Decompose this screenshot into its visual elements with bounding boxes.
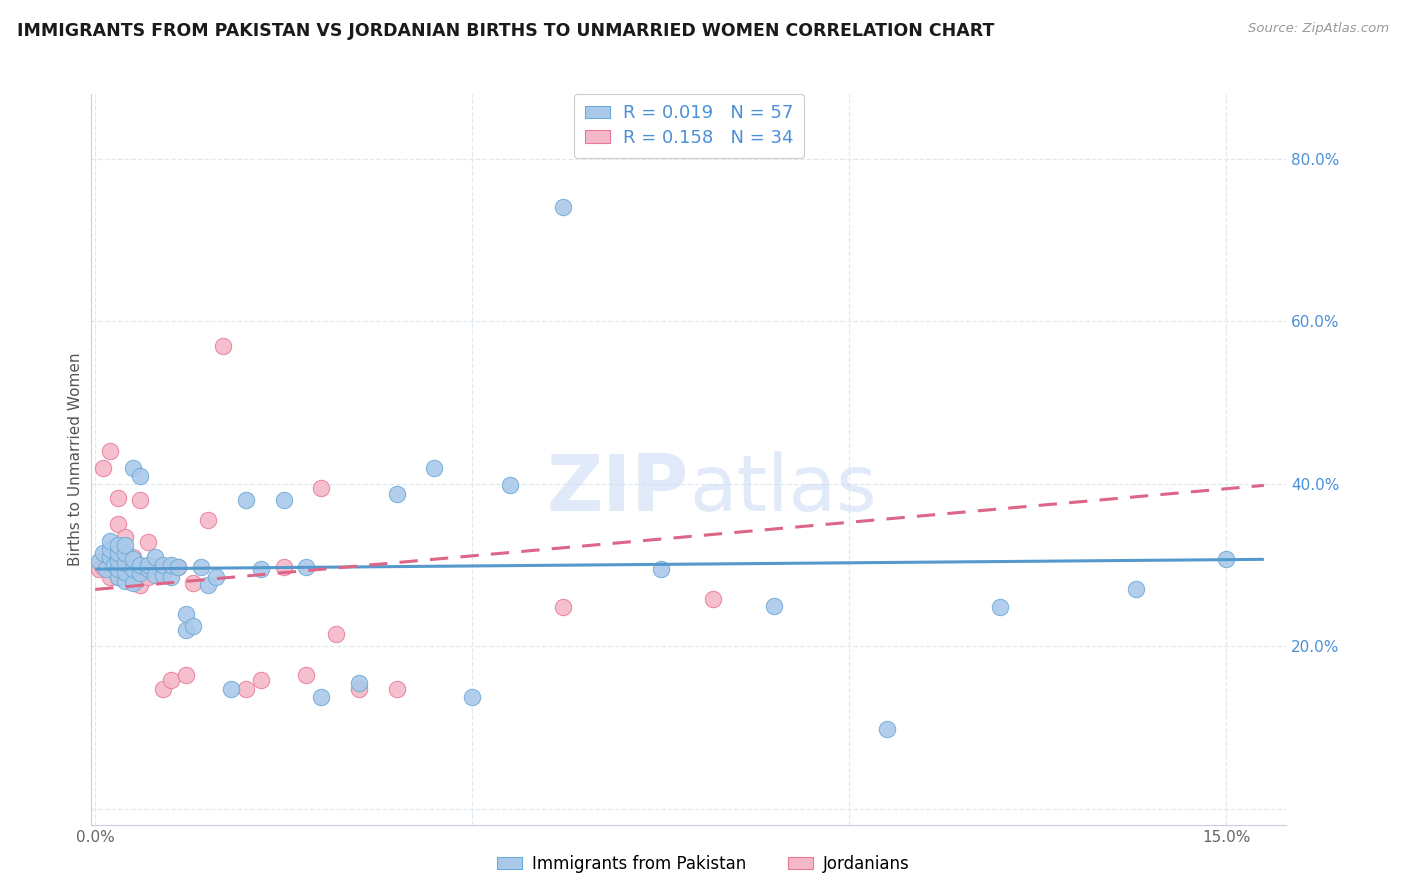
Point (145, 567, 167, 582)
Point (1125, 582, 1147, 597)
Point (96, 562, 118, 576)
Point (295, 667, 318, 681)
Point (174, 623, 197, 637)
Legend: Immigrants from Pakistan, Jordanians: Immigrants from Pakistan, Jordanians (491, 848, 915, 880)
Point (98, 570, 121, 584)
Point (167, 559, 190, 574)
Point (98, 541, 121, 556)
Point (107, 546, 129, 560)
Point (121, 575, 143, 590)
Point (197, 578, 219, 592)
Point (385, 486, 408, 500)
Point (167, 559, 190, 574)
Point (114, 530, 136, 544)
Point (461, 690, 484, 704)
Point (551, 600, 574, 615)
Point (219, 681, 242, 696)
Point (325, 627, 347, 641)
Point (159, 558, 181, 572)
Point (121, 551, 143, 566)
Point (235, 493, 257, 508)
Point (91, 559, 114, 574)
Point (107, 570, 129, 584)
Point (145, 559, 167, 574)
Text: IMMIGRANTS FROM PAKISTAN VS JORDANIAN BIRTHS TO UNMARRIED WOMEN CORRELATION CHAR: IMMIGRANTS FROM PAKISTAN VS JORDANIAN BI… (17, 22, 994, 40)
Point (129, 566, 152, 581)
Point (152, 567, 174, 582)
Point (129, 468, 152, 483)
Text: ZIP: ZIP (547, 450, 689, 526)
Y-axis label: Births to Unmarried Women: Births to Unmarried Women (67, 352, 83, 566)
Point (876, 722, 898, 736)
Point (152, 681, 174, 696)
Point (295, 559, 318, 574)
Point (499, 478, 522, 492)
Point (181, 619, 204, 633)
Point (114, 562, 136, 576)
Point (235, 681, 257, 696)
Point (129, 558, 152, 572)
Point (114, 556, 136, 570)
Point (174, 667, 197, 681)
Point (121, 549, 143, 564)
Point (347, 676, 370, 690)
Point (114, 538, 136, 552)
Point (114, 565, 136, 579)
Point (152, 558, 174, 572)
Point (129, 493, 152, 508)
Point (103, 558, 125, 572)
Text: Source: ZipAtlas.com: Source: ZipAtlas.com (1249, 22, 1389, 36)
Point (91, 546, 114, 560)
Point (762, 599, 785, 613)
Point (136, 562, 159, 576)
Point (114, 546, 136, 560)
Point (988, 600, 1011, 615)
Point (250, 562, 273, 576)
Point (174, 607, 197, 621)
Point (702, 592, 724, 607)
Point (204, 570, 226, 584)
Point (98, 549, 121, 564)
Point (190, 559, 212, 574)
Point (98, 444, 121, 458)
Point (136, 535, 159, 549)
Point (145, 549, 167, 564)
Point (136, 558, 159, 572)
Point (121, 460, 143, 475)
Point (385, 681, 408, 696)
Point (87, 562, 110, 576)
Point (107, 570, 129, 584)
Point (107, 554, 129, 568)
Point (197, 513, 219, 527)
Point (98, 533, 121, 548)
Point (423, 460, 446, 475)
Point (91, 460, 114, 475)
Point (250, 673, 273, 688)
Text: atlas: atlas (689, 450, 876, 526)
Legend: R = 0.019   N = 57, R = 0.158   N = 34: R = 0.019 N = 57, R = 0.158 N = 34 (574, 94, 804, 158)
Point (347, 681, 370, 696)
Point (136, 570, 159, 584)
Point (159, 673, 181, 688)
Point (551, 201, 574, 215)
Point (650, 562, 672, 576)
Point (129, 578, 152, 592)
Point (107, 538, 129, 552)
Point (181, 575, 204, 590)
Point (311, 481, 333, 495)
Point (107, 562, 129, 576)
Point (107, 491, 129, 506)
Point (114, 574, 136, 589)
Point (87, 554, 110, 568)
Point (273, 559, 295, 574)
Point (311, 690, 333, 704)
Point (273, 493, 295, 508)
Point (121, 570, 143, 584)
Point (212, 338, 235, 352)
Point (121, 562, 143, 576)
Point (159, 570, 181, 584)
Point (107, 517, 129, 532)
Point (1215, 551, 1237, 566)
